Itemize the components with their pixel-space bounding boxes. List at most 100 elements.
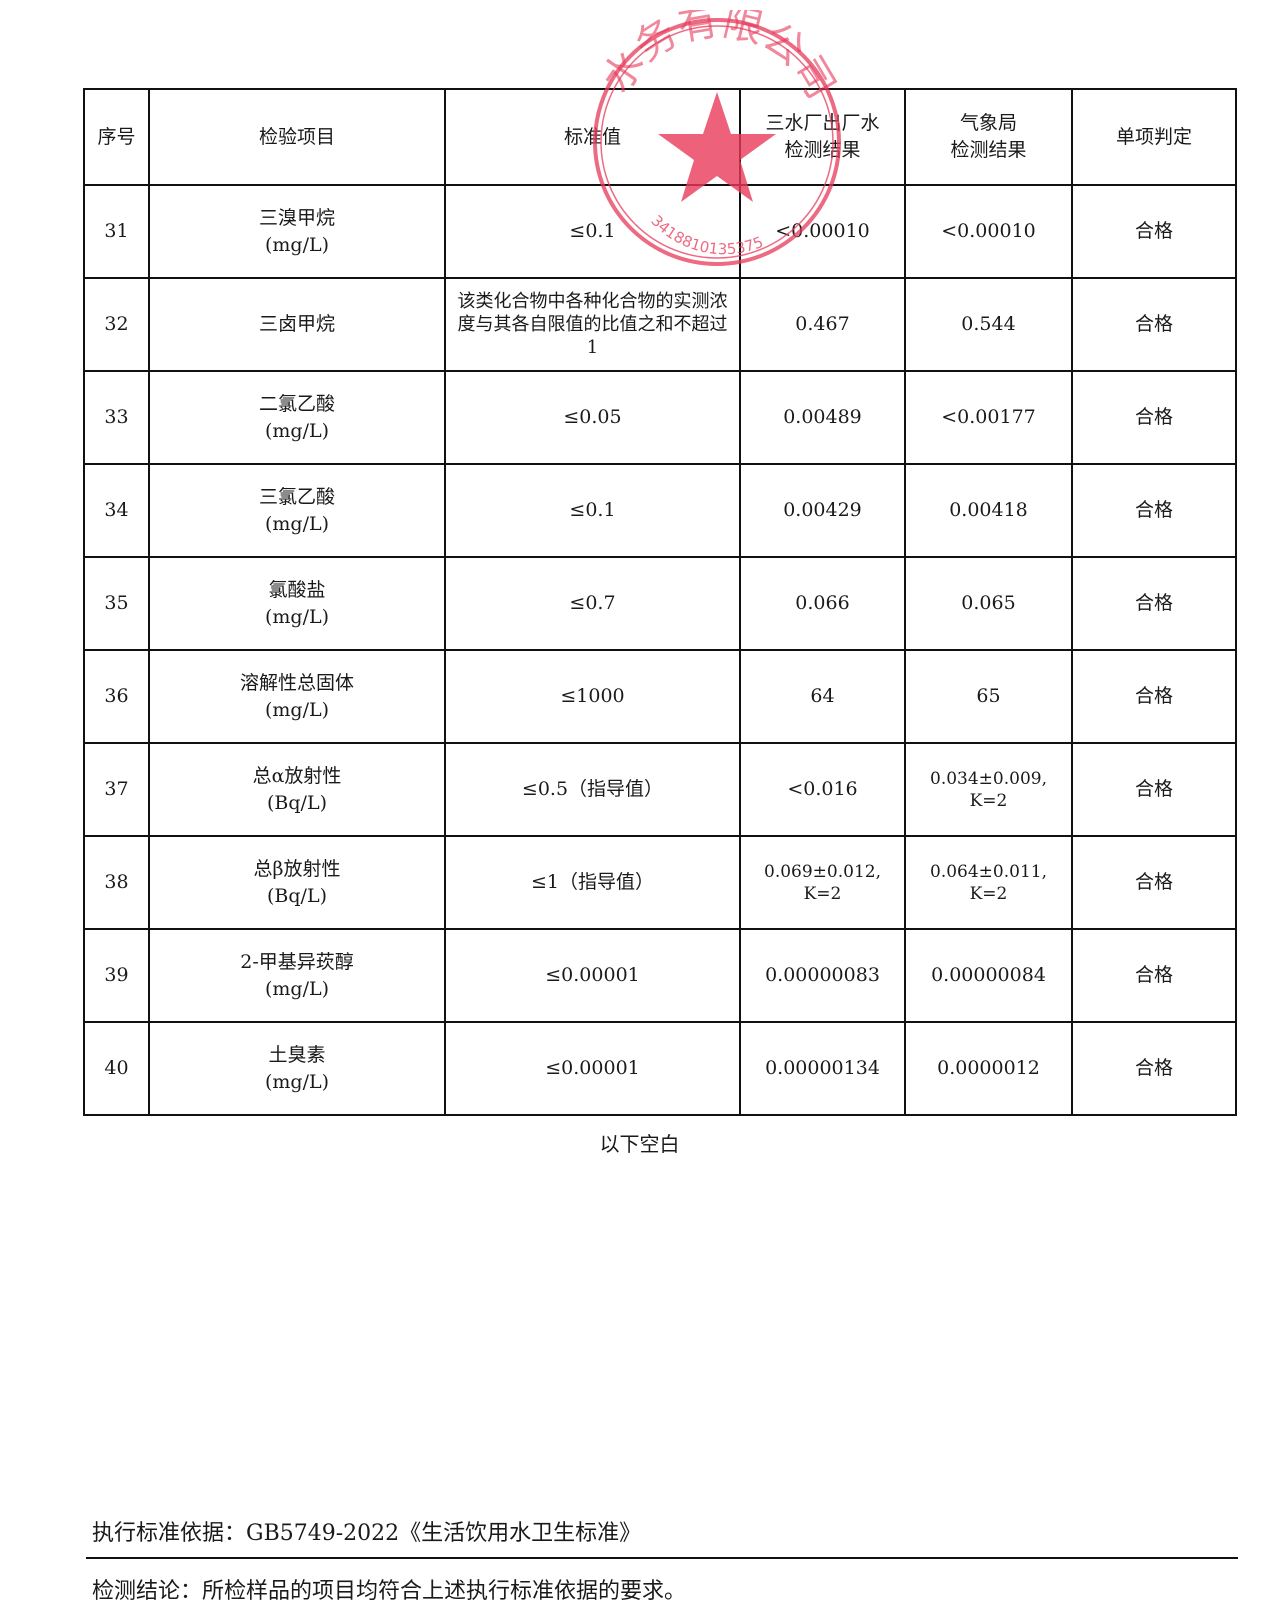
- header-standard: 标准值: [444, 88, 741, 186]
- cell-bureau: <0.00177: [904, 370, 1073, 465]
- header-no: 序号: [83, 88, 150, 186]
- cell-no: 31: [83, 184, 150, 279]
- divider: [86, 1557, 1238, 1559]
- item-unit: (Bq/L): [267, 791, 327, 814]
- cell-item: 2-甲基异莰醇 (mg/L): [148, 928, 446, 1023]
- header-bureau: 气象局 检测结果: [904, 88, 1073, 186]
- cell-plant: 0.00489: [739, 370, 906, 465]
- cell-plant-value: 0.00000083: [765, 964, 880, 986]
- cell-plant-value: 0.00000134: [765, 1057, 880, 1079]
- cell-item: 土臭素 (mg/L): [148, 1021, 446, 1116]
- cell-plant-coverage: K=2: [803, 883, 842, 904]
- cell-standard: ≤0.7: [444, 556, 741, 651]
- results-table: 序号 检验项目 标准值 三水厂出厂水 检测结果 气象局 检测结果 单项判定 31 三溴…: [83, 88, 1237, 1116]
- cell-bureau: 0.064±0.011, K=2: [904, 835, 1073, 930]
- table-row: 33 二氯乙酸 (mg/L) ≤0.05 0.00489 <0.00177 合格: [83, 370, 1237, 465]
- cell-plant: 0.069±0.012, K=2: [739, 835, 906, 930]
- item-unit: (mg/L): [264, 233, 330, 256]
- cell-bureau-value: 0.544: [961, 313, 1016, 335]
- conclusion: 检测结论：所检样品的项目均符合上述执行标准依据的要求。: [92, 1579, 687, 1604]
- table-row: 34 三氯乙酸 (mg/L) ≤0.1 0.00429 0.00418 合格: [83, 463, 1237, 558]
- cell-bureau-coverage: K=2: [969, 790, 1008, 811]
- table-row: 39 2-甲基异莰醇 (mg/L) ≤0.00001 0.00000083 0.00000…: [83, 928, 1237, 1023]
- item-name: 二氯乙酸: [258, 392, 335, 415]
- cell-standard: ≤0.00001: [444, 1021, 741, 1116]
- table-row: 38 总β放射性 (Bq/L) ≤1（指导值） 0.069±0.012, K=2 0.064…: [83, 835, 1237, 930]
- header-bureau-line2: 检测结果: [950, 139, 1027, 161]
- cell-plant-value: 0.00429: [783, 499, 862, 521]
- cell-bureau-value: <0.00177: [941, 406, 1036, 428]
- cell-plant-value: 0.069±0.012,: [764, 861, 881, 882]
- item-name: 三溴甲烷: [258, 206, 335, 229]
- cell-bureau: 0.065: [904, 556, 1073, 651]
- item-name: 氯酸盐: [268, 578, 326, 601]
- cell-bureau-value: 0.034±0.009,: [930, 768, 1047, 789]
- item-name: 土臭素: [268, 1043, 326, 1066]
- cell-bureau-value: <0.00010: [941, 220, 1036, 242]
- cell-verdict: 合格: [1071, 928, 1237, 1023]
- cell-standard: ≤0.00001: [444, 928, 741, 1023]
- cell-bureau-value: 0.0000012: [937, 1057, 1040, 1079]
- item-unit: (mg/L): [264, 1070, 330, 1093]
- cell-no: 32: [83, 277, 150, 372]
- cell-no: 33: [83, 370, 150, 465]
- cell-bureau-value: 65: [976, 685, 1001, 707]
- item-unit: (mg/L): [264, 605, 330, 628]
- cell-verdict: 合格: [1071, 1021, 1237, 1116]
- cell-bureau-value: 0.065: [961, 592, 1016, 614]
- standard-basis: 执行标准依据：GB5749-2022《生活饮用水卫生标准》: [92, 1521, 642, 1546]
- cell-item: 总β放射性 (Bq/L): [148, 835, 446, 930]
- cell-bureau: 0.00418: [904, 463, 1073, 558]
- cell-no: 37: [83, 742, 150, 837]
- cell-standard: 该类化合物中各种化合物的实测浓度与其各自限值的比值之和不超过1: [444, 277, 741, 372]
- cell-standard: ≤0.05: [444, 370, 741, 465]
- cell-plant-value: 64: [810, 685, 835, 707]
- cell-bureau: 0.0000012: [904, 1021, 1073, 1116]
- header-plant: 三水厂出厂水 检测结果: [739, 88, 906, 186]
- table-header: 序号 检验项目 标准值 三水厂出厂水 检测结果 气象局 检测结果 单项判定: [83, 88, 1237, 186]
- item-unit: (mg/L): [264, 419, 330, 442]
- header-verdict: 单项判定: [1071, 88, 1237, 186]
- cell-standard: ≤1（指导值）: [444, 835, 741, 930]
- item-name: 三卤甲烷: [258, 313, 335, 335]
- table-row: 31 三溴甲烷 (mg/L) ≤0.1 <0.00010 <0.00010 合格: [83, 184, 1237, 279]
- cell-standard: ≤1000: [444, 649, 741, 744]
- cell-plant-value: <0.016: [787, 778, 858, 800]
- cell-standard: ≤0.1: [444, 184, 741, 279]
- item-unit: (mg/L): [264, 698, 330, 721]
- cell-plant: <0.00010: [739, 184, 906, 279]
- cell-item: 氯酸盐 (mg/L): [148, 556, 446, 651]
- cell-bureau-value: 0.064±0.011,: [930, 861, 1047, 882]
- table-row: 36 溶解性总固体 (mg/L) ≤1000 64 65 合格: [83, 649, 1237, 744]
- cell-plant: <0.016: [739, 742, 906, 837]
- cell-verdict: 合格: [1071, 835, 1237, 930]
- cell-item: 三氯乙酸 (mg/L): [148, 463, 446, 558]
- table-row: 37 总α放射性 (Bq/L) ≤0.5（指导值） <0.016 0.034±0.009,…: [83, 742, 1237, 837]
- cell-bureau-coverage: K=2: [969, 883, 1008, 904]
- cell-verdict: 合格: [1071, 184, 1237, 279]
- cell-verdict: 合格: [1071, 556, 1237, 651]
- cell-item: 溶解性总固体 (mg/L): [148, 649, 446, 744]
- item-unit: (mg/L): [264, 977, 330, 1000]
- cell-item: 三溴甲烷 (mg/L): [148, 184, 446, 279]
- item-name: 总α放射性: [252, 764, 342, 787]
- cell-plant: 0.00000134: [739, 1021, 906, 1116]
- cell-bureau: 0.544: [904, 277, 1073, 372]
- header-plant-line1: 三水厂出厂水: [765, 112, 880, 134]
- cell-no: 40: [83, 1021, 150, 1116]
- item-name: 2-甲基异莰醇: [240, 950, 354, 973]
- header-plant-line2: 检测结果: [784, 139, 861, 161]
- table-row: 35 氯酸盐 (mg/L) ≤0.7 0.066 0.065 合格: [83, 556, 1237, 651]
- cell-plant: 0.467: [739, 277, 906, 372]
- cell-bureau: <0.00010: [904, 184, 1073, 279]
- cell-plant-value: 0.467: [795, 313, 850, 335]
- cell-verdict: 合格: [1071, 463, 1237, 558]
- cell-plant: 64: [739, 649, 906, 744]
- cell-no: 39: [83, 928, 150, 1023]
- cell-plant-value: 0.066: [795, 592, 850, 614]
- item-unit: (mg/L): [264, 512, 330, 535]
- cell-standard: ≤0.1: [444, 463, 741, 558]
- cell-bureau-value: 0.00418: [949, 499, 1028, 521]
- cell-no: 38: [83, 835, 150, 930]
- cell-plant: 0.00429: [739, 463, 906, 558]
